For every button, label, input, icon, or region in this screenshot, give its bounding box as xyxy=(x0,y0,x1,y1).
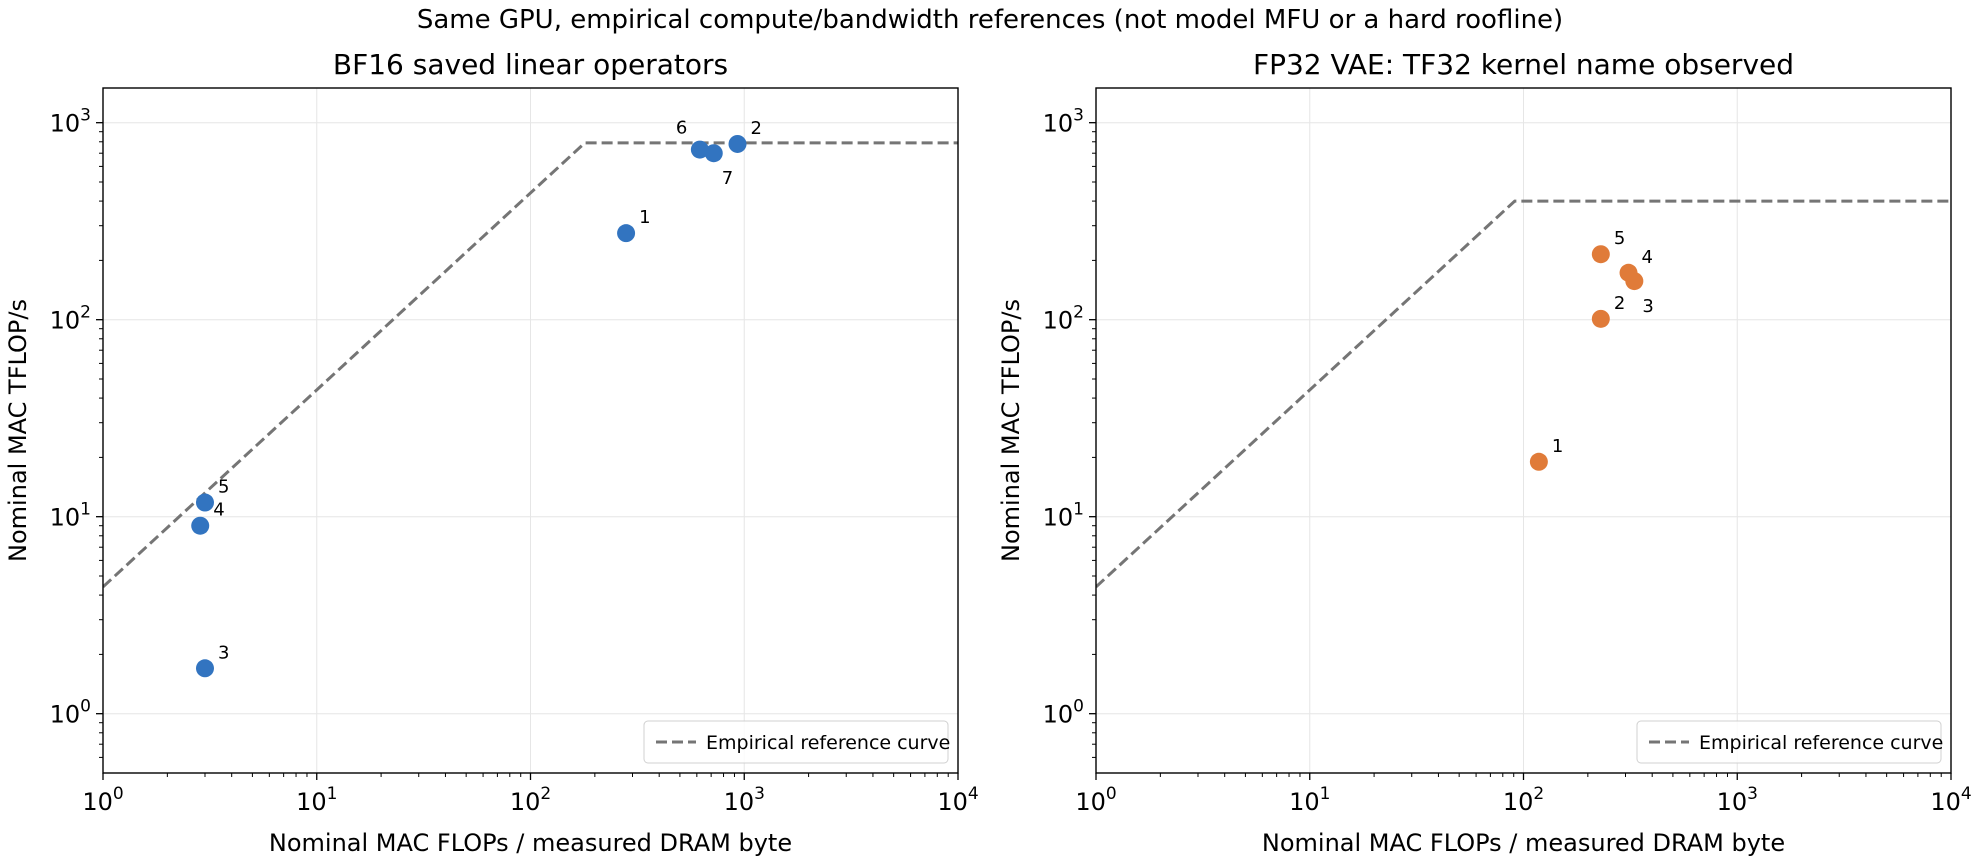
y-tick-label: 101 xyxy=(1043,500,1084,532)
x-tick-base: 10 xyxy=(1289,788,1320,816)
data-point xyxy=(191,516,210,535)
x-tick-base: 10 xyxy=(937,788,968,816)
data-point-label: 1 xyxy=(639,207,650,228)
x-axis-label: Nominal MAC FLOPs / measured DRAM byte xyxy=(1262,829,1785,857)
legend-label: Empirical reference curve xyxy=(1699,732,1943,754)
legend-label: Empirical reference curve xyxy=(706,732,950,754)
x-tick-base: 10 xyxy=(1503,788,1534,816)
data-point-label: 5 xyxy=(218,477,229,498)
data-point xyxy=(1591,245,1610,264)
y-tick-base: 10 xyxy=(50,504,81,532)
figure-suptitle: Same GPU, empirical compute/bandwidth re… xyxy=(417,5,1563,35)
legend-box xyxy=(643,720,949,764)
y-tick-base: 10 xyxy=(1043,701,1074,729)
data-point-label: 2 xyxy=(1614,293,1625,314)
x-tick-exponent: 2 xyxy=(1533,784,1544,804)
x-tick-label: 103 xyxy=(724,784,765,816)
data-point xyxy=(1619,263,1638,282)
x-tick-exponent: 3 xyxy=(1747,784,1758,804)
data-point-label: 6 xyxy=(676,118,687,139)
x-tick-exponent: 2 xyxy=(540,784,551,804)
data-point xyxy=(195,493,214,512)
chart-title: FP32 VAE: TF32 kernel name observed xyxy=(1253,48,1794,81)
x-tick-exponent: 0 xyxy=(113,784,124,804)
data-point xyxy=(1591,309,1610,328)
y-tick-exponent: 3 xyxy=(80,106,91,126)
x-tick-exponent: 3 xyxy=(754,784,765,804)
x-tick-label: 101 xyxy=(296,784,337,816)
legend: Empirical reference curve xyxy=(1636,720,1943,764)
y-tick-label: 102 xyxy=(1043,303,1084,335)
data-point-label: 4 xyxy=(1642,247,1653,268)
y-tick-base: 10 xyxy=(50,701,81,729)
y-tick-label: 103 xyxy=(50,106,91,138)
data-point xyxy=(617,224,636,243)
reference-curve-line xyxy=(103,141,958,589)
reference-curve-line xyxy=(1096,199,1951,589)
y-tick-label: 100 xyxy=(1043,697,1084,729)
y-tick-exponent: 1 xyxy=(80,500,91,520)
x-tick-exponent: 1 xyxy=(1320,784,1331,804)
x-tick-base: 10 xyxy=(82,788,113,816)
data-point-label: 4 xyxy=(213,500,224,521)
data-point xyxy=(704,144,723,163)
y-tick-exponent: 0 xyxy=(80,697,91,717)
x-tick-base: 10 xyxy=(1075,788,1106,816)
legend: Empirical reference curve xyxy=(643,720,950,764)
x-tick-base: 10 xyxy=(510,788,541,816)
data-point-label: 3 xyxy=(1642,296,1653,317)
data-point xyxy=(195,659,214,678)
x-tick-base: 10 xyxy=(1717,788,1748,816)
data-point-label: 3 xyxy=(218,642,229,663)
y-tick-exponent: 2 xyxy=(80,303,91,323)
y-axis-label: Nominal MAC TFLOP/s xyxy=(4,299,32,562)
data-point-label: 2 xyxy=(751,118,762,139)
y-tick-base: 10 xyxy=(1043,110,1074,138)
y-tick-label: 101 xyxy=(50,500,91,532)
y-tick-exponent: 0 xyxy=(1073,697,1084,717)
legend-box xyxy=(1636,720,1942,764)
y-tick-exponent: 1 xyxy=(1073,500,1084,520)
data-point-label: 7 xyxy=(722,168,733,189)
x-tick-label: 102 xyxy=(510,784,551,816)
x-tick-base: 10 xyxy=(1930,788,1961,816)
y-tick-exponent: 3 xyxy=(1073,106,1084,126)
x-tick-label: 102 xyxy=(1503,784,1544,816)
data-point xyxy=(1529,452,1548,471)
x-tick-label: 100 xyxy=(82,784,123,816)
y-tick-label: 100 xyxy=(50,697,91,729)
y-axis-label: Nominal MAC TFLOP/s xyxy=(997,299,1025,562)
y-tick-base: 10 xyxy=(1043,307,1074,335)
x-tick-exponent: 4 xyxy=(1961,784,1972,804)
y-tick-base: 10 xyxy=(1043,504,1074,532)
x-tick-label: 104 xyxy=(937,784,978,816)
x-tick-exponent: 4 xyxy=(968,784,979,804)
x-tick-exponent: 0 xyxy=(1106,784,1117,804)
x-tick-base: 10 xyxy=(296,788,327,816)
x-tick-exponent: 1 xyxy=(327,784,338,804)
y-tick-base: 10 xyxy=(50,307,81,335)
data-point-label: 5 xyxy=(1614,228,1625,249)
x-tick-label: 101 xyxy=(1289,784,1330,816)
y-tick-base: 10 xyxy=(50,110,81,138)
y-tick-label: 103 xyxy=(1043,106,1084,138)
chart-title: BF16 saved linear operators xyxy=(333,48,728,81)
y-tick-exponent: 2 xyxy=(1073,303,1084,323)
data-point xyxy=(690,140,709,159)
data-point-label: 1 xyxy=(1552,436,1563,457)
x-tick-label: 104 xyxy=(1930,784,1971,816)
x-tick-base: 10 xyxy=(724,788,755,816)
x-tick-label: 100 xyxy=(1075,784,1116,816)
data-point xyxy=(728,134,747,153)
x-tick-label: 103 xyxy=(1717,784,1758,816)
y-tick-label: 102 xyxy=(50,303,91,335)
x-axis-label: Nominal MAC FLOPs / measured DRAM byte xyxy=(269,829,792,857)
